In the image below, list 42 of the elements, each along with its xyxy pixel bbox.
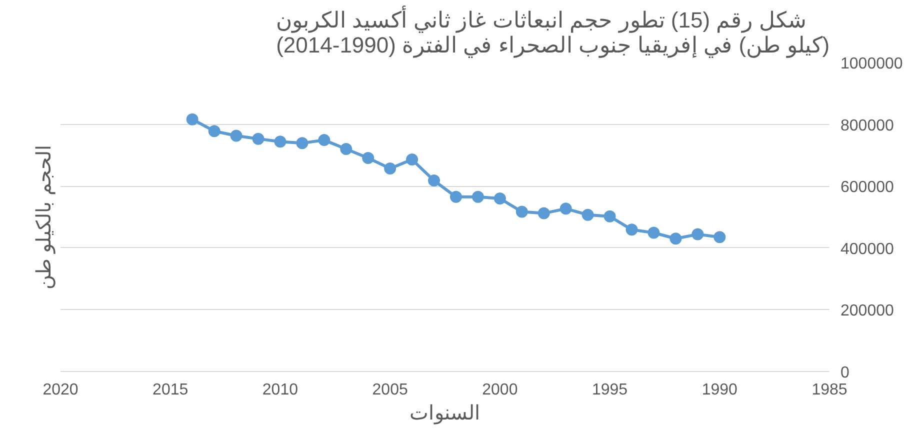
- point: [428, 174, 440, 187]
- x-tick-label: 2005: [372, 382, 408, 398]
- point: [516, 206, 528, 218]
- x-tick-label: 2015: [152, 382, 188, 398]
- point: [494, 192, 506, 204]
- point: [450, 190, 462, 203]
- point: [296, 137, 308, 150]
- point: [626, 224, 638, 236]
- y-axis-title: الحجم بالكيلو طن: [34, 144, 56, 290]
- x-tick-label: 2020: [42, 382, 78, 398]
- x-tick-label: 2000: [482, 382, 518, 398]
- point: [274, 136, 286, 148]
- point: [538, 207, 550, 220]
- y-tick-label: 0: [840, 364, 850, 382]
- x-tick-label: 1990: [702, 382, 738, 398]
- point: [692, 228, 704, 240]
- point: [340, 143, 352, 156]
- chart-title: شكل رقم (15) تطور حجم انبعاثات غاز ثاني أكسيد الكربون (كيلو طن) في إفريقيا جنوب الصحراء في الفترة (1990-2014): [276, 4, 830, 58]
- point: [208, 125, 220, 138]
- y-tick-label: 800000: [840, 117, 894, 134]
- point: [670, 232, 682, 245]
- y-tick-label: 1000000: [840, 56, 903, 72]
- y-tick-label: 600000: [840, 179, 894, 196]
- point: [604, 210, 616, 222]
- point: [252, 132, 264, 145]
- point: [714, 231, 726, 244]
- y-tick-label: 400000: [840, 240, 894, 258]
- point: [472, 190, 484, 203]
- point: [648, 226, 660, 239]
- point: [560, 202, 572, 215]
- x-tick-label: 2010: [262, 382, 298, 398]
- point: [230, 130, 242, 142]
- point: [582, 208, 594, 221]
- x-axis-title: السنوات: [410, 402, 480, 424]
- point: [186, 113, 198, 126]
- y-tick-label: 200000: [840, 302, 894, 320]
- point: [362, 152, 374, 164]
- point: [384, 162, 396, 174]
- point: [406, 154, 418, 166]
- x-tick-label: 1995: [592, 382, 628, 398]
- x-tick-label: 1985: [812, 382, 848, 398]
- point: [318, 134, 330, 146]
